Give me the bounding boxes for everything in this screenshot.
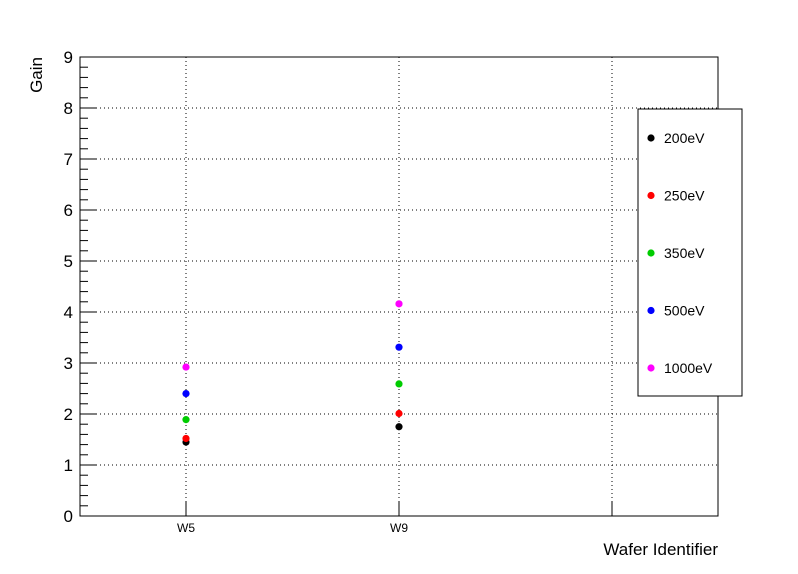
y-tick-label: 2: [64, 405, 73, 424]
legend-marker: [647, 306, 655, 315]
legend-label: 350eV: [664, 245, 705, 261]
y-tick-label: 7: [64, 150, 73, 169]
data-point: [395, 409, 403, 418]
legend-label: 1000eV: [664, 360, 713, 376]
x-tick-label: W5: [177, 521, 195, 535]
x-axis: W5 W9: [177, 502, 613, 535]
legend-marker: [647, 364, 655, 372]
data-point: [395, 343, 403, 351]
y-tick-label: 9: [64, 48, 73, 67]
y-tick-label: 4: [64, 303, 73, 322]
data-point: [182, 416, 190, 424]
legend-box: [637, 108, 743, 397]
grid-lines: [80, 57, 718, 516]
y-tick-label: 6: [64, 201, 73, 220]
legend-label: 500eV: [664, 303, 705, 319]
data-point: [395, 300, 403, 308]
data-point: [182, 363, 190, 371]
y-tick-label: 8: [64, 99, 73, 118]
y-axis: 0 1 2 3 4 5 6 7 8 9: [64, 48, 96, 526]
data-point: [182, 434, 190, 443]
data-points: [182, 300, 403, 446]
data-point: [395, 423, 403, 431]
legend: 200eV 250eV 350eV 500eV 1000eV: [637, 108, 743, 397]
y-tick-label: 1: [64, 456, 73, 475]
legend-label: 200eV: [664, 130, 705, 146]
y-tick-label: 5: [64, 252, 73, 271]
x-axis-label: Wafer Identifier: [603, 540, 718, 559]
data-point: [395, 380, 403, 388]
y-tick-label: 0: [64, 507, 73, 526]
legend-marker: [647, 134, 655, 142]
y-axis-label: Gain: [27, 57, 46, 93]
y-tick-label: 3: [64, 354, 73, 373]
legend-marker: [647, 191, 655, 200]
legend-label: 250eV: [664, 188, 705, 204]
data-point: [182, 390, 190, 398]
legend-marker: [647, 249, 655, 257]
x-tick-label: W9: [390, 521, 408, 535]
